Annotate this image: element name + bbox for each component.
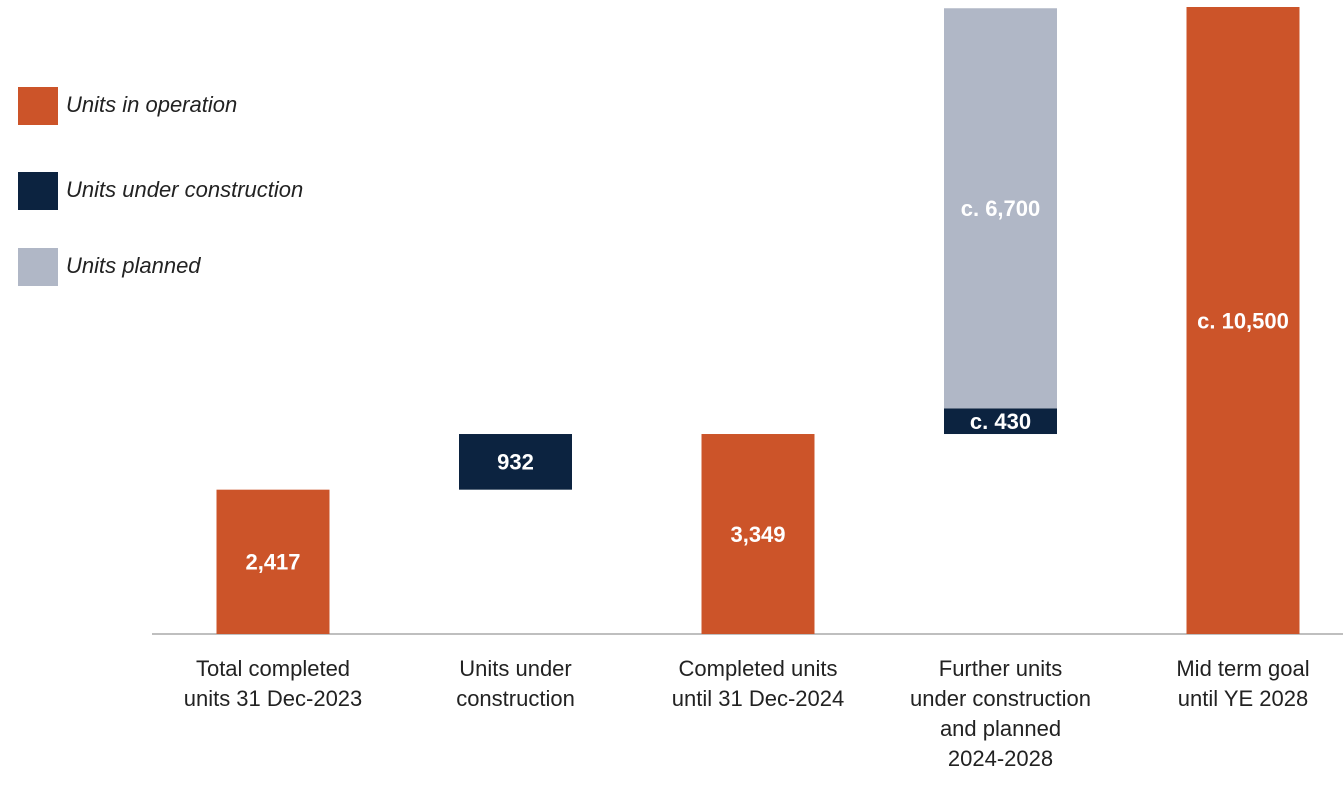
value-label: c. 430	[970, 409, 1031, 434]
x-tick-label: Total completed units 31 Dec-2023	[183, 656, 363, 711]
x-tick-label: Units under construction	[456, 656, 575, 711]
x-tick-label: Completed units until 31 Dec-2024	[671, 656, 845, 711]
legend-swatch	[18, 172, 58, 210]
bar	[1186, 7, 1300, 634]
legend-label: Units under construction	[66, 177, 303, 202]
bar	[701, 434, 815, 634]
bar	[944, 408, 1057, 435]
legend-swatch	[18, 248, 58, 286]
legend-label: Units planned	[66, 253, 201, 278]
x-tick-label: Mid term goal until YE 2028	[1176, 656, 1310, 711]
value-label: 932	[497, 450, 534, 475]
legend-swatch	[18, 87, 58, 125]
value-label: 3,349	[730, 522, 785, 547]
bar	[216, 489, 330, 634]
value-label: c. 10,500	[1197, 308, 1289, 333]
value-label: c. 6,700	[961, 196, 1041, 221]
value-label: 2,417	[245, 550, 300, 575]
legend-label: Units in operation	[66, 92, 237, 117]
bar	[944, 8, 1057, 409]
x-tick-label: Further units under construction and pla…	[910, 656, 1091, 771]
bar	[459, 434, 572, 490]
